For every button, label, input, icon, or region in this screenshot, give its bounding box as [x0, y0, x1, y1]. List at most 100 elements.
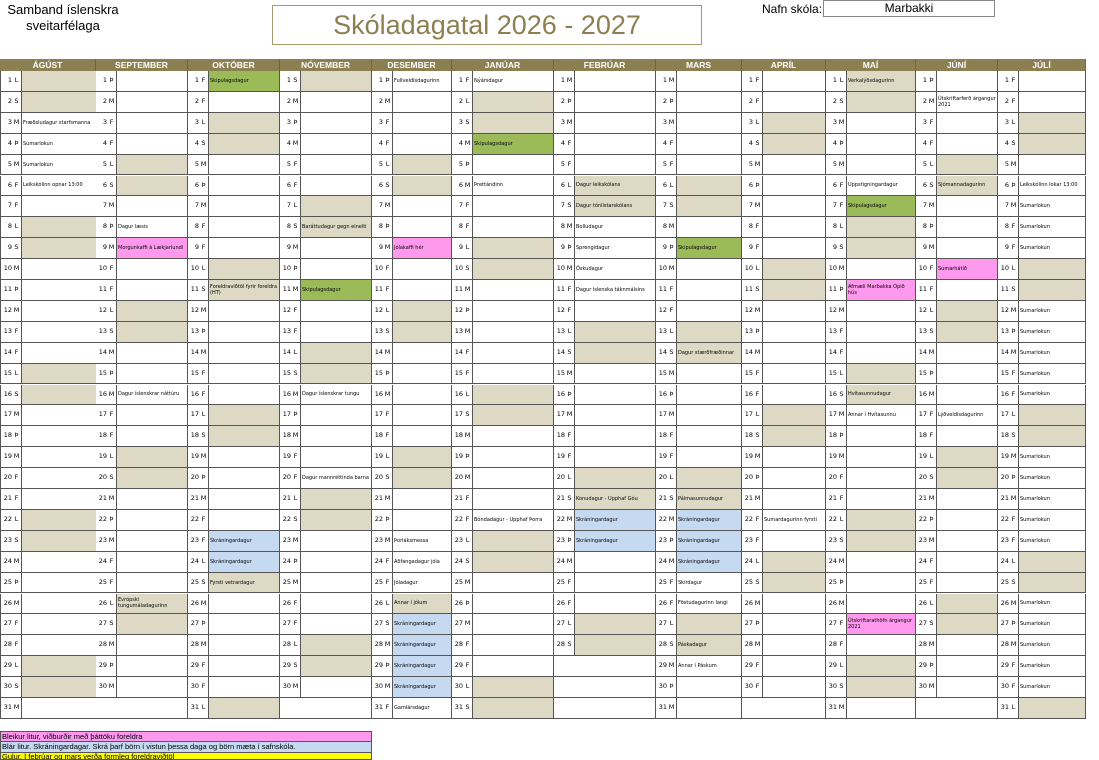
day-cell[interactable]: 18 Þ	[826, 426, 916, 448]
day-cell[interactable]: 18 Þ	[0, 426, 96, 448]
day-cell[interactable]: 20 F Dagur mannréttinda barna	[280, 468, 372, 489]
event-cell[interactable]: Skírdagur	[677, 572, 741, 593]
event-cell[interactable]	[22, 321, 96, 342]
event-cell[interactable]: Dagur tónlistarskólans	[575, 196, 655, 217]
day-cell[interactable]: 11 Þ Afmæli Marbakka Opið hús	[826, 280, 916, 301]
event-cell[interactable]	[22, 530, 96, 551]
day-cell[interactable]: 27 S	[96, 614, 188, 636]
event-cell[interactable]	[937, 300, 997, 321]
event-cell[interactable]	[209, 698, 279, 718]
event-cell[interactable]	[393, 217, 451, 238]
day-cell[interactable]: 14 M	[916, 342, 998, 364]
day-cell[interactable]: 25 F Jóladagur	[372, 572, 452, 594]
day-cell[interactable]: 21 M	[188, 489, 280, 510]
event-cell[interactable]	[301, 175, 371, 196]
event-cell[interactable]	[1019, 259, 1085, 279]
day-cell[interactable]: 26 L Evrópski tungumáladagurinn	[96, 593, 188, 615]
event-cell[interactable]: Dagur mannréttinda barna	[301, 468, 371, 488]
day-cell[interactable]: 21 S Konudagur - Upphaf Góu	[554, 489, 656, 510]
day-cell[interactable]: 23 F	[742, 530, 826, 552]
day-cell[interactable]: 30 F Sumarlokun	[998, 677, 1086, 698]
event-cell[interactable]	[117, 363, 187, 384]
day-cell[interactable]: 6 F Uppstigningardagur	[826, 175, 916, 197]
day-cell[interactable]: 12 Þ	[452, 300, 554, 322]
event-cell[interactable]	[763, 468, 825, 488]
day-cell[interactable]: 29 F	[742, 656, 826, 678]
day-cell[interactable]: 26 F	[280, 593, 372, 615]
day-cell[interactable]: 26 M	[742, 593, 826, 615]
event-cell[interactable]	[209, 91, 279, 112]
event-cell[interactable]	[301, 196, 371, 217]
day-cell[interactable]: 10 L	[188, 259, 280, 280]
day-cell[interactable]: 24 L	[742, 551, 826, 573]
event-cell[interactable]	[1019, 71, 1085, 91]
event-cell[interactable]	[22, 593, 96, 614]
event-cell[interactable]: Þorláksmessa	[393, 530, 451, 551]
event-cell[interactable]: Sumarlokun	[1019, 321, 1085, 342]
event-cell[interactable]: Dagur læsis	[117, 217, 187, 238]
event-cell[interactable]	[22, 91, 96, 112]
event-cell[interactable]: Páskadagur	[677, 635, 741, 656]
day-cell[interactable]: 5 M Sumarlokun	[0, 154, 96, 176]
event-cell[interactable]	[473, 342, 553, 363]
day-cell[interactable]: 11 F	[656, 280, 742, 301]
event-cell[interactable]	[117, 489, 187, 509]
day-cell[interactable]: 18 F	[554, 426, 656, 448]
day-cell[interactable]: 25 S	[998, 572, 1086, 594]
event-cell[interactable]	[209, 300, 279, 321]
event-cell[interactable]: Sumarlokun	[1019, 635, 1085, 656]
event-cell[interactable]	[301, 300, 371, 321]
day-cell[interactable]: 23 F Sumarlokun	[998, 530, 1086, 552]
day-cell[interactable]: 24 L Skráningardagur	[188, 551, 280, 573]
day-cell[interactable]: 6 S Sjómannadagurinn	[916, 175, 998, 197]
event-cell[interactable]	[473, 447, 553, 468]
day-cell[interactable]: 2 M Útskriftarferð árgangur 2021	[916, 91, 998, 113]
day-cell[interactable]: 10 M	[826, 259, 916, 280]
day-cell[interactable]: 31 F Gamlársdagur	[372, 698, 452, 719]
event-cell[interactable]	[301, 530, 371, 551]
event-cell[interactable]	[117, 196, 187, 217]
event-cell[interactable]	[22, 363, 96, 384]
event-cell[interactable]	[393, 91, 451, 112]
day-cell[interactable]: 21 M Sumarlokun	[998, 489, 1086, 510]
event-cell[interactable]	[575, 71, 655, 91]
event-cell[interactable]: Hvítasunnudagur	[847, 384, 915, 405]
event-cell[interactable]	[209, 405, 279, 426]
day-cell[interactable]: 29 Þ	[96, 656, 188, 678]
event-cell[interactable]	[937, 530, 997, 551]
event-cell[interactable]	[677, 300, 741, 321]
event-cell[interactable]	[763, 91, 825, 112]
event-cell[interactable]	[937, 342, 997, 363]
day-cell[interactable]: 17 L	[742, 405, 826, 427]
event-cell[interactable]	[473, 238, 553, 259]
event-cell[interactable]	[22, 447, 96, 468]
day-cell[interactable]: 15 Þ	[372, 363, 452, 385]
event-cell[interactable]	[393, 175, 451, 196]
day-cell[interactable]: 28 F	[0, 635, 96, 657]
event-cell[interactable]	[575, 593, 655, 614]
day-cell[interactable]: 19 L	[372, 447, 452, 469]
day-cell[interactable]: 13 S	[916, 321, 998, 343]
day-cell[interactable]: 20 Þ Sumarlokun	[998, 468, 1086, 489]
event-cell[interactable]	[937, 196, 997, 217]
day-cell[interactable]: 13 F	[826, 321, 916, 343]
event-cell[interactable]	[301, 154, 371, 175]
day-cell[interactable]: 25 F Skírdagur	[656, 572, 742, 594]
event-cell[interactable]: Skráningardagur	[575, 509, 655, 530]
event-cell[interactable]	[847, 133, 915, 154]
day-cell[interactable]: 15 F	[452, 363, 554, 385]
day-cell[interactable]: 31 L	[188, 698, 280, 719]
event-cell[interactable]	[473, 112, 553, 133]
